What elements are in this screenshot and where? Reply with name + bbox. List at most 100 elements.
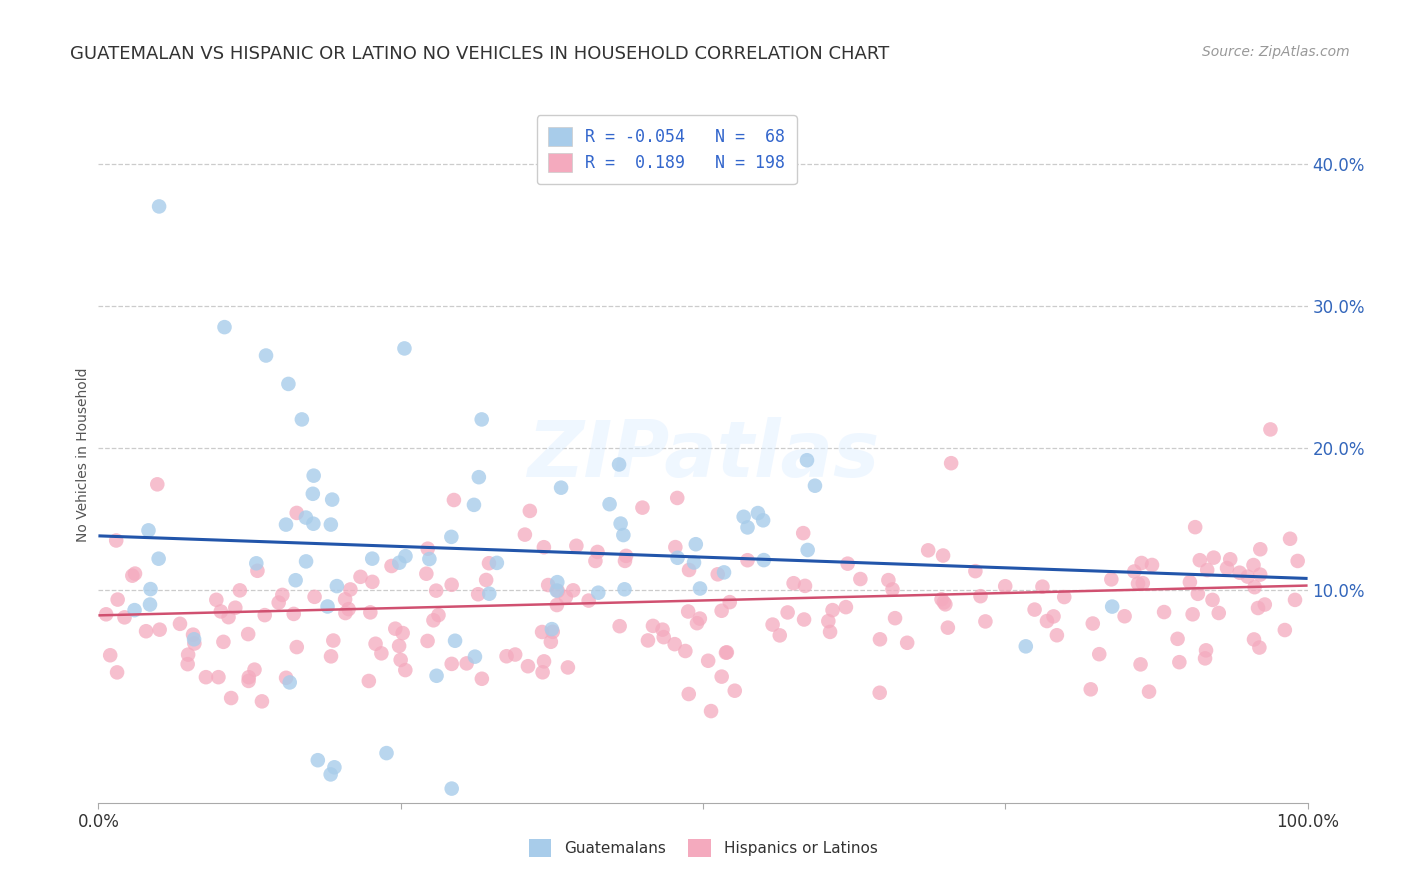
- Point: [718, 595, 741, 609]
- Point: [121, 568, 143, 582]
- Point: [1194, 651, 1216, 665]
- Point: [337, 602, 360, 616]
- Point: [1274, 623, 1296, 637]
- Point: [666, 550, 689, 565]
- Point: [974, 615, 997, 629]
- Point: [776, 606, 799, 620]
- Point: [440, 781, 463, 796]
- Point: [1081, 616, 1104, 631]
- Point: [1126, 576, 1149, 591]
- Point: [319, 767, 342, 781]
- Point: [1254, 598, 1277, 612]
- Point: [467, 587, 489, 601]
- Point: [932, 549, 955, 563]
- Point: [716, 645, 738, 659]
- Point: [302, 468, 325, 483]
- Point: [1249, 567, 1271, 582]
- Point: [295, 510, 318, 524]
- Point: [321, 492, 343, 507]
- Point: [1195, 643, 1218, 657]
- Point: [285, 640, 308, 654]
- Point: [253, 608, 276, 623]
- Point: [1219, 552, 1241, 566]
- Point: [554, 590, 576, 604]
- Point: [388, 639, 411, 653]
- Point: [183, 632, 205, 647]
- Point: [274, 671, 297, 685]
- Point: [804, 479, 827, 493]
- Point: [229, 583, 252, 598]
- Point: [994, 579, 1017, 593]
- Point: [1260, 422, 1282, 436]
- Point: [98, 648, 121, 663]
- Point: [641, 619, 664, 633]
- Point: [607, 458, 630, 472]
- Point: [1243, 558, 1265, 572]
- Point: [283, 607, 305, 621]
- Point: [335, 606, 357, 620]
- Point: [205, 592, 228, 607]
- Point: [333, 592, 356, 607]
- Point: [246, 564, 269, 578]
- Point: [138, 524, 160, 538]
- Point: [849, 572, 872, 586]
- Point: [302, 516, 325, 531]
- Text: GUATEMALAN VS HISPANIC OR LATINO NO VEHICLES IN HOUSEHOLD CORRELATION CHART: GUATEMALAN VS HISPANIC OR LATINO NO VEHI…: [70, 45, 890, 62]
- Point: [291, 412, 314, 426]
- Point: [357, 673, 380, 688]
- Point: [652, 630, 675, 644]
- Point: [124, 603, 146, 617]
- Point: [706, 567, 728, 582]
- Point: [969, 589, 991, 603]
- Point: [105, 533, 128, 548]
- Point: [425, 583, 447, 598]
- Point: [319, 517, 342, 532]
- Point: [537, 578, 560, 592]
- Point: [686, 616, 709, 631]
- Text: ZIPatlas: ZIPatlas: [527, 417, 879, 493]
- Point: [1129, 657, 1152, 672]
- Point: [676, 605, 699, 619]
- Point: [793, 613, 815, 627]
- Point: [1236, 569, 1258, 583]
- Point: [769, 628, 792, 642]
- Point: [1053, 590, 1076, 604]
- Point: [588, 585, 610, 599]
- Point: [578, 593, 600, 607]
- Point: [471, 412, 494, 426]
- Point: [546, 575, 568, 590]
- Point: [425, 669, 447, 683]
- Point: [105, 665, 128, 680]
- Point: [295, 554, 318, 568]
- Point: [245, 557, 267, 571]
- Point: [416, 634, 439, 648]
- Point: [550, 481, 572, 495]
- Point: [685, 537, 707, 551]
- Point: [586, 545, 609, 559]
- Point: [1249, 640, 1271, 655]
- Point: [678, 563, 700, 577]
- Point: [737, 553, 759, 567]
- Point: [219, 691, 242, 706]
- Point: [316, 599, 339, 614]
- Point: [1243, 632, 1265, 647]
- Point: [869, 632, 891, 647]
- Point: [394, 342, 416, 356]
- Point: [882, 582, 904, 597]
- Point: [1243, 580, 1265, 594]
- Point: [250, 694, 273, 708]
- Point: [177, 648, 200, 662]
- Point: [1123, 565, 1146, 579]
- Point: [1099, 573, 1122, 587]
- Point: [1279, 532, 1302, 546]
- Point: [683, 556, 706, 570]
- Point: [1042, 609, 1064, 624]
- Point: [319, 649, 342, 664]
- Point: [837, 557, 859, 571]
- Point: [533, 654, 555, 668]
- Point: [710, 670, 733, 684]
- Point: [418, 552, 440, 566]
- Point: [651, 623, 673, 637]
- Point: [547, 583, 569, 598]
- Point: [478, 587, 501, 601]
